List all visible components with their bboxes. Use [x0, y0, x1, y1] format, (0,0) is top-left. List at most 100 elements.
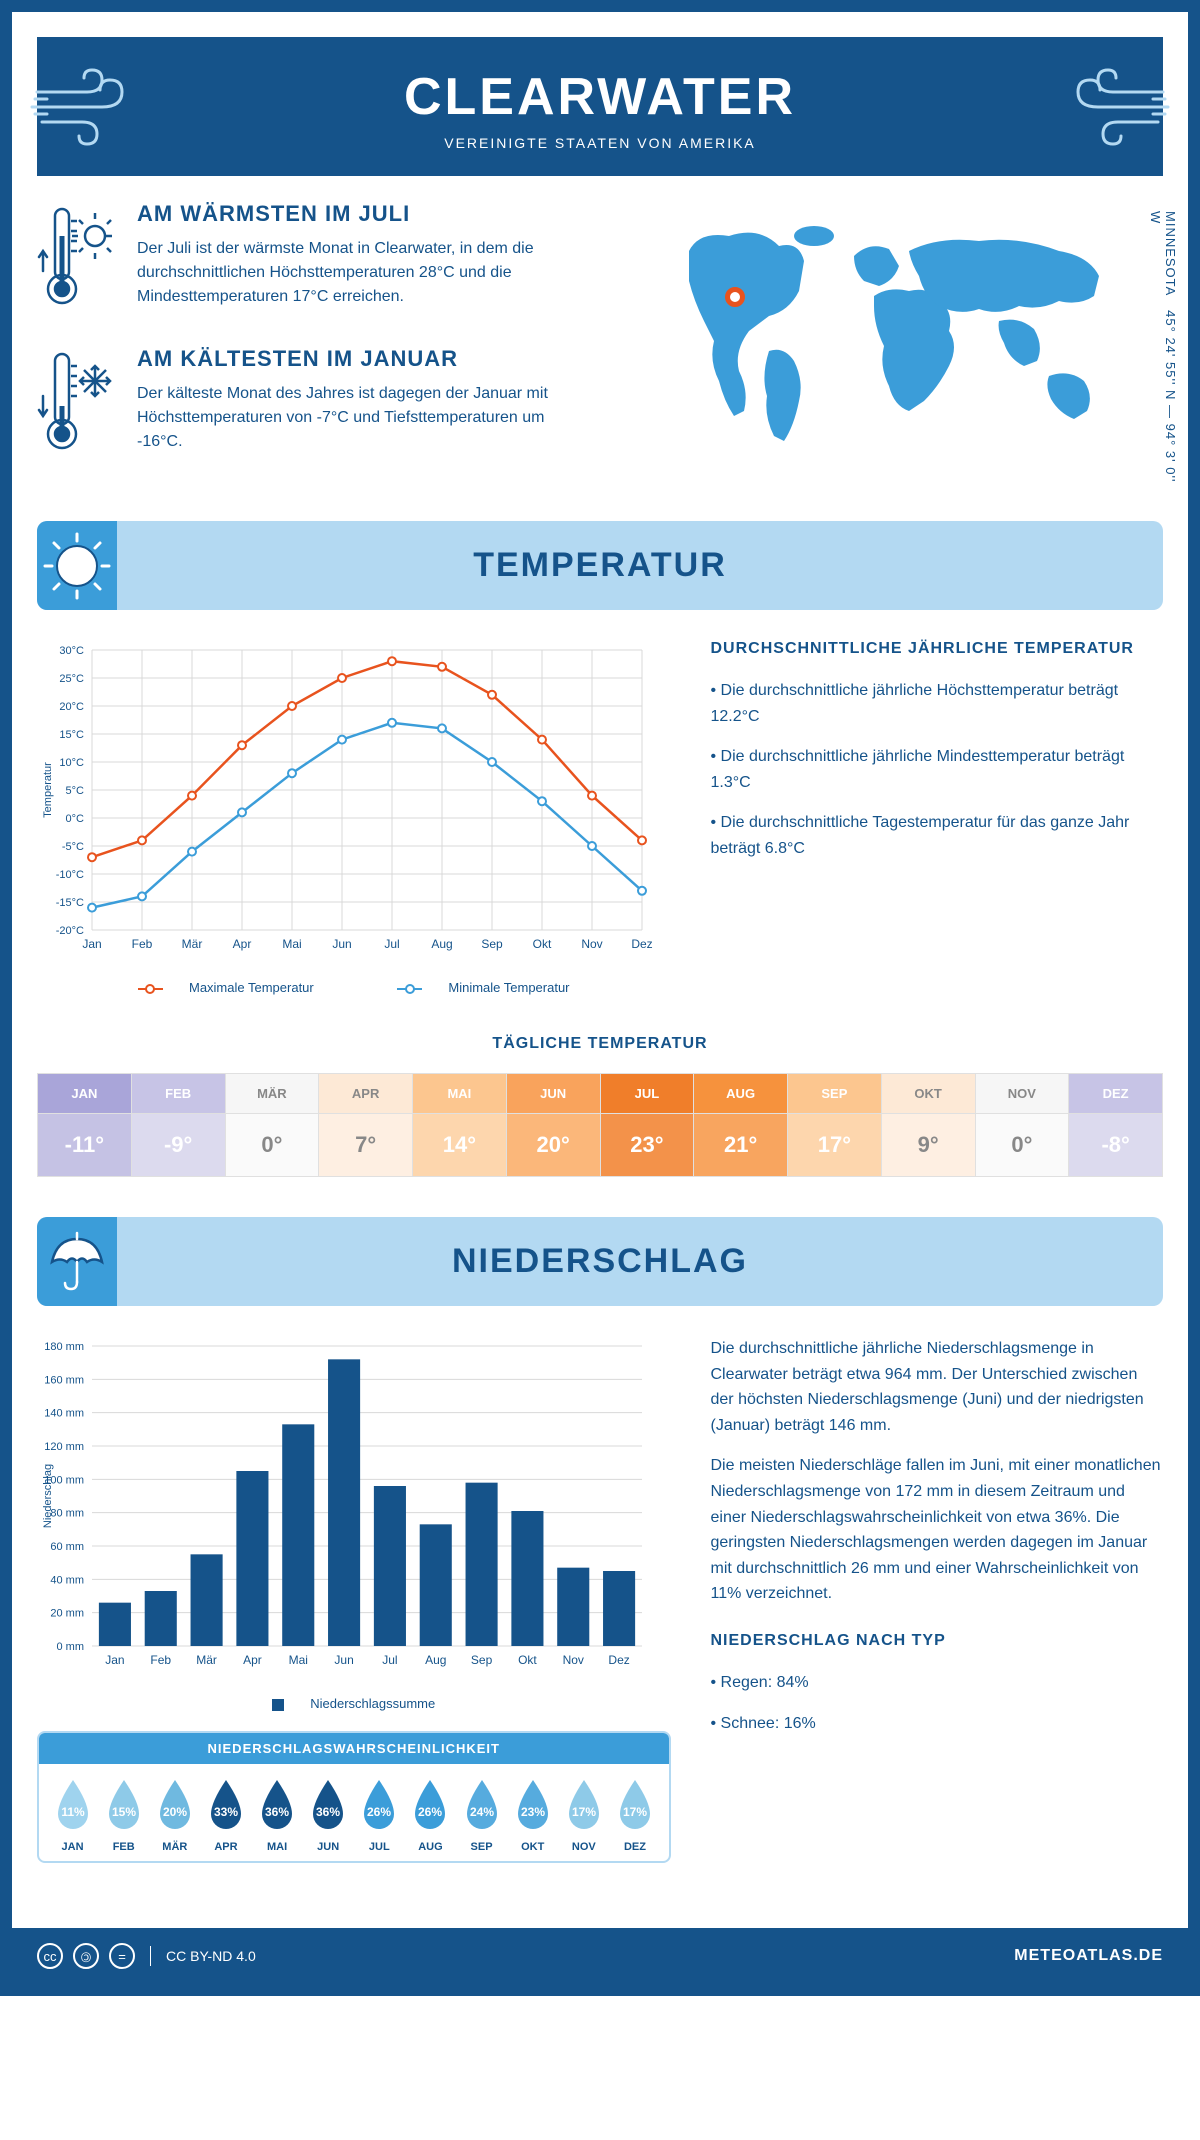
svg-text:Okt: Okt — [533, 937, 552, 951]
fact-coldest: AM KÄLTESTEN IM JANUAR Der kälteste Mona… — [37, 346, 585, 461]
svg-text:Mär: Mär — [182, 937, 203, 951]
daily-cell: SEP17° — [788, 1074, 882, 1176]
prob-drop: 36%JUN — [303, 1776, 354, 1853]
svg-text:120 mm: 120 mm — [44, 1441, 84, 1453]
fact-title: AM WÄRMSTEN IM JULI — [137, 201, 585, 227]
svg-text:Jul: Jul — [384, 937, 399, 951]
prob-drop: 15%FEB — [98, 1776, 149, 1853]
prob-drop: 33%APR — [200, 1776, 251, 1853]
nd-icon: = — [109, 1943, 135, 1969]
svg-text:Feb: Feb — [150, 1653, 171, 1667]
daily-cell: DEZ-8° — [1069, 1074, 1162, 1176]
svg-text:36%: 36% — [265, 1805, 289, 1819]
svg-text:40 mm: 40 mm — [50, 1574, 84, 1586]
svg-text:-10°C: -10°C — [56, 869, 84, 881]
prob-drop: 36%MAI — [252, 1776, 303, 1853]
svg-text:Nov: Nov — [563, 1653, 584, 1667]
svg-text:140 mm: 140 mm — [44, 1408, 84, 1420]
fact-title: AM KÄLTESTEN IM JANUAR — [137, 346, 585, 372]
svg-text:Mai: Mai — [289, 1653, 308, 1667]
svg-text:15°C: 15°C — [59, 729, 84, 741]
precipitation-body: 0 mm20 mm40 mm60 mm80 mm100 mm120 mm140 … — [37, 1336, 1163, 1863]
precip-type: • Regen: 84% — [711, 1670, 1164, 1696]
precip-type: • Schnee: 16% — [711, 1711, 1164, 1737]
daily-cell: MÄR0° — [226, 1074, 320, 1176]
daily-cell: AUG21° — [694, 1074, 788, 1176]
prob-drop: 23%OKT — [507, 1776, 558, 1853]
svg-text:20 mm: 20 mm — [50, 1608, 84, 1620]
prob-drop: 26%AUG — [405, 1776, 456, 1853]
prob-drop: 24%SEP — [456, 1776, 507, 1853]
svg-text:Feb: Feb — [132, 937, 153, 951]
svg-text:180 mm: 180 mm — [44, 1341, 84, 1353]
by-icon: 🄯 — [73, 1943, 99, 1969]
precip-para: Die durchschnittliche jährliche Niedersc… — [711, 1336, 1164, 1438]
svg-text:Aug: Aug — [431, 937, 452, 951]
svg-text:Jan: Jan — [105, 1653, 124, 1667]
svg-text:80 mm: 80 mm — [50, 1508, 84, 1520]
svg-text:160 mm: 160 mm — [44, 1374, 84, 1386]
svg-text:Apr: Apr — [233, 937, 252, 951]
svg-text:Mai: Mai — [282, 937, 301, 951]
svg-text:Niederschlag: Niederschlag — [42, 1464, 54, 1528]
content: AM WÄRMSTEN IM JULI Der Juli ist der wär… — [12, 176, 1188, 1928]
header: CLEARWATER VEREINIGTE STAATEN VON AMERIK… — [37, 37, 1163, 176]
fact-text: Der Juli ist der wärmste Monat in Clearw… — [137, 237, 585, 309]
daily-cell: APR7° — [319, 1074, 413, 1176]
precip-para: Die meisten Niederschläge fallen im Juni… — [711, 1453, 1164, 1607]
svg-text:30°C: 30°C — [59, 645, 84, 657]
temp-bullet: • Die durchschnittliche Tagestemperatur … — [711, 810, 1164, 861]
svg-text:Jul: Jul — [382, 1653, 397, 1667]
svg-text:15%: 15% — [112, 1805, 136, 1819]
precipitation-probability: NIEDERSCHLAGSWAHRSCHEINLICHKEIT 11%JAN15… — [37, 1731, 671, 1863]
svg-text:Jun: Jun — [334, 1653, 353, 1667]
svg-text:Jun: Jun — [332, 937, 351, 951]
svg-text:17%: 17% — [572, 1805, 596, 1819]
wind-icon — [27, 62, 147, 152]
daily-cell: JUN20° — [507, 1074, 601, 1176]
temperature-body: -20°C-15°C-10°C-5°C0°C5°C10°C15°C20°C25°… — [37, 640, 1163, 995]
daily-cell: NOV0° — [976, 1074, 1070, 1176]
prob-drop: 26%JUL — [354, 1776, 405, 1853]
svg-text:36%: 36% — [316, 1805, 340, 1819]
page-container: CLEARWATER VEREINIGTE STAATEN VON AMERIK… — [0, 0, 1200, 1996]
bar-legend: Niederschlagssumme — [37, 1696, 671, 1711]
prob-drop: 17%DEZ — [609, 1776, 660, 1853]
page-title: CLEARWATER — [57, 67, 1143, 127]
svg-text:-15°C: -15°C — [56, 897, 84, 909]
svg-text:Okt: Okt — [518, 1653, 537, 1667]
svg-text:Nov: Nov — [581, 937, 602, 951]
prob-drop: 20%MÄR — [149, 1776, 200, 1853]
svg-text:-20°C: -20°C — [56, 925, 84, 937]
svg-text:Apr: Apr — [243, 1653, 262, 1667]
svg-text:Temperatur: Temperatur — [42, 762, 54, 818]
thermometer-cold-icon — [37, 346, 117, 456]
svg-text:10°C: 10°C — [59, 757, 84, 769]
intro-row: AM WÄRMSTEN IM JULI Der Juli ist der wär… — [37, 201, 1163, 491]
location-marker — [725, 287, 745, 307]
precip-type-title: NIEDERSCHLAG NACH TYP — [711, 1632, 1164, 1650]
svg-text:Dez: Dez — [631, 937, 652, 951]
svg-text:0°C: 0°C — [66, 813, 85, 825]
svg-text:24%: 24% — [470, 1805, 494, 1819]
daily-cell: JUL23° — [601, 1074, 695, 1176]
daily-cell: MAI14° — [413, 1074, 507, 1176]
svg-text:23%: 23% — [521, 1805, 545, 1819]
svg-text:25°C: 25°C — [59, 673, 84, 685]
svg-text:5°C: 5°C — [66, 785, 85, 797]
precipitation-banner: NIEDERSCHLAG — [37, 1217, 1163, 1306]
temp-bullet: • Die durchschnittliche jährliche Höchst… — [711, 678, 1164, 729]
brand: METEOATLAS.DE — [1014, 1947, 1163, 1965]
section-title: TEMPERATUR — [37, 546, 1163, 585]
svg-text:Sep: Sep — [481, 937, 503, 951]
svg-text:17%: 17% — [623, 1805, 647, 1819]
daily-cell: OKT9° — [882, 1074, 976, 1176]
temperature-line-chart: -20°C-15°C-10°C-5°C0°C5°C10°C15°C20°C25°… — [37, 640, 671, 965]
svg-text:11%: 11% — [61, 1805, 85, 1819]
line-chart-svg: -20°C-15°C-10°C-5°C0°C5°C10°C15°C20°C25°… — [37, 640, 657, 960]
svg-text:33%: 33% — [214, 1805, 238, 1819]
temperature-banner: TEMPERATUR — [37, 521, 1163, 610]
svg-text:Jan: Jan — [82, 937, 101, 951]
svg-text:Sep: Sep — [471, 1653, 493, 1667]
section-title: NIEDERSCHLAG — [37, 1242, 1163, 1281]
